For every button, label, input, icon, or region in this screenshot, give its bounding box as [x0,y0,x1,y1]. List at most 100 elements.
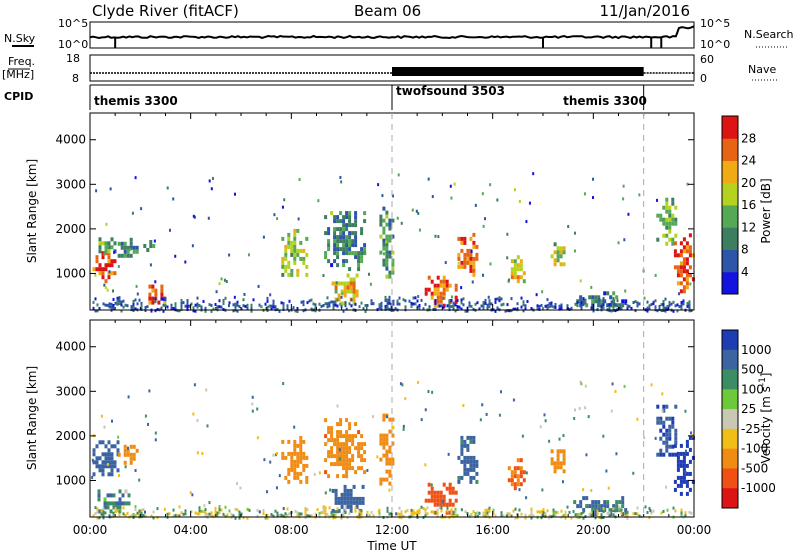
echo-cell [668,416,672,421]
echo-cell [203,504,206,508]
echo-cell [442,296,445,300]
echo-cell [136,511,139,515]
echo-cell [457,455,461,460]
echo-cell [620,508,623,512]
echo-cell [287,240,291,245]
echo-cell [134,468,137,472]
echo-cell [609,512,613,517]
echo-cell [388,469,392,474]
echo-cell [129,247,132,251]
echo-cell [676,475,680,480]
echo-cell [676,455,680,460]
echo-cell [671,424,675,429]
echo-cell [350,298,353,302]
x-tick-label: 04:00 [173,523,208,537]
echo-cell [174,254,177,258]
echo-cell [598,304,601,307]
echo-cell [391,262,395,267]
echo-cell [400,221,403,225]
echo-cell [564,516,567,520]
echo-cell [540,516,543,520]
echo-cell [612,296,615,300]
echo-cell [149,263,152,267]
echo-cell [576,504,580,509]
echo-cell [180,511,183,515]
echo-cell [388,298,391,302]
echo-cell [614,309,617,313]
echo-cell [550,461,554,466]
echo-cell [108,305,111,309]
echo-cell [118,505,122,510]
echo-cell [466,309,469,313]
echo-cell [391,218,395,223]
echo-cell [131,211,134,215]
echo-cell [679,491,683,496]
echo-cell [382,437,386,442]
echo-cell [676,265,680,270]
echo-cell [340,295,343,299]
echo-cell [246,306,249,310]
echo-cell [688,303,691,307]
echo-cell [685,463,689,468]
echo-cell [674,233,678,238]
echo-cell [225,280,228,284]
echo-cell [234,516,237,520]
echo-cell [688,306,691,310]
echo-cell [95,267,99,272]
echo-cell [118,513,121,517]
echo-cell [246,516,249,520]
echo-cell [220,508,223,512]
echo-cell [460,508,463,512]
echo-region [92,440,120,477]
echo-cell [385,457,389,462]
echo-cell [118,302,121,306]
echo-cell [324,231,328,236]
echo-cell [208,512,211,516]
echo-cell [519,458,523,463]
echo-cell [396,512,399,516]
echo-cell [357,259,361,264]
echo-cell [104,452,108,457]
echo-cell [100,414,103,418]
echo-cell [348,267,352,272]
echo-cell [685,257,689,262]
echo-cell [251,402,254,406]
echo-cell [363,442,367,447]
echo-region [424,275,458,308]
echo-cell [412,302,415,306]
echo-cell [256,508,259,512]
echo-cell [104,460,108,465]
echo-cell [519,474,523,479]
echo-cell [582,303,585,307]
echo-cell [654,436,657,440]
echo-cell [227,304,230,308]
echo-cell [472,455,476,460]
echo-cell [349,285,353,290]
echo-cell [463,463,467,468]
echo-cell [494,514,497,518]
echo-cell [679,273,683,278]
echo-cell [671,444,675,449]
echo-cell [606,303,610,308]
echo-cell [336,462,340,467]
echo-cell [556,465,560,470]
echo-cell [293,248,297,253]
echo-cell [204,514,207,518]
echo-cell [345,450,349,455]
echo-cell [123,253,127,258]
echo-cell [276,514,279,518]
echo-cell [553,465,557,470]
echo-cell [591,299,595,304]
echo-cell [679,241,683,246]
echo-cell [344,304,347,308]
echo-cell [196,451,199,455]
echo-cell [111,289,114,293]
echo-cell [676,269,680,274]
echo-cell [433,490,437,495]
echo-cell [210,187,213,191]
echo-cell [110,305,113,309]
echo-cell [658,307,661,311]
echo-cell [96,510,99,514]
echo-cell [345,239,349,244]
echo-cell [556,453,560,458]
